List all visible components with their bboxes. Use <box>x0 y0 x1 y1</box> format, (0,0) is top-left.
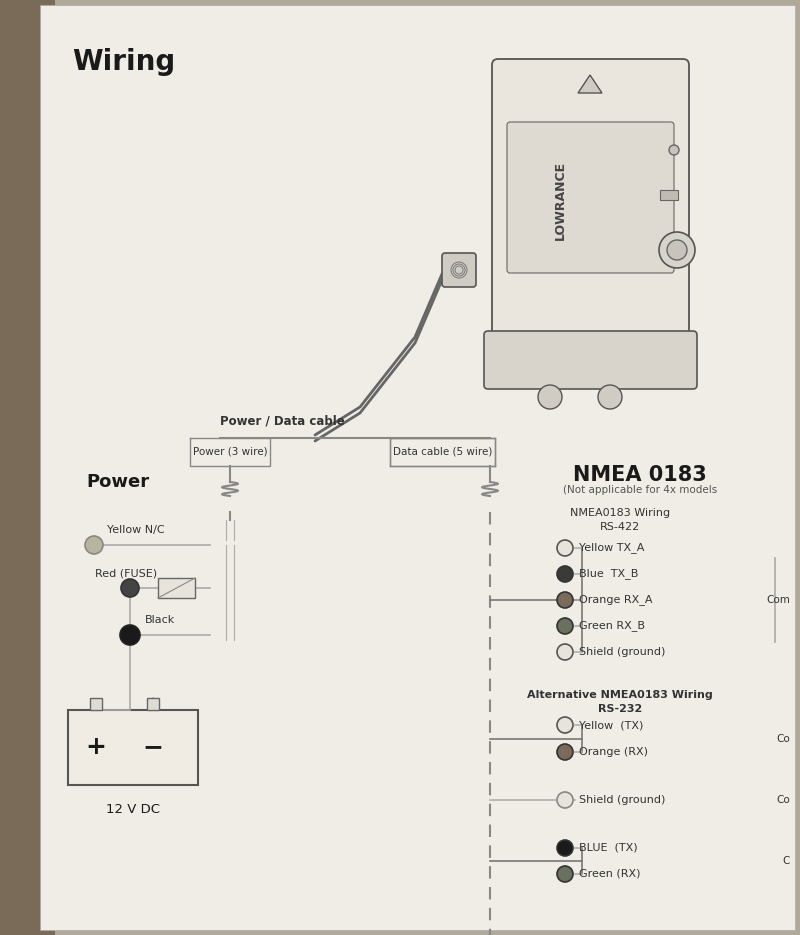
Text: Shield (ground): Shield (ground) <box>579 795 666 805</box>
Circle shape <box>557 840 573 856</box>
Text: Blue  TX_B: Blue TX_B <box>579 568 638 580</box>
Text: Power / Data cable: Power / Data cable <box>220 415 344 428</box>
Circle shape <box>538 385 562 409</box>
Text: Com: Com <box>766 595 790 605</box>
Circle shape <box>557 644 573 660</box>
FancyBboxPatch shape <box>507 122 674 273</box>
Text: NMEA0183 Wiring: NMEA0183 Wiring <box>570 508 670 518</box>
Text: C: C <box>782 856 790 866</box>
Text: −: − <box>142 736 163 759</box>
Polygon shape <box>578 75 602 93</box>
Text: Yellow  (TX): Yellow (TX) <box>579 720 643 730</box>
FancyBboxPatch shape <box>442 253 476 287</box>
Bar <box>90 698 102 710</box>
Circle shape <box>121 579 139 597</box>
Text: Alternative NMEA0183 Wiring: Alternative NMEA0183 Wiring <box>527 690 713 700</box>
Text: Power: Power <box>86 473 150 491</box>
Polygon shape <box>158 578 195 598</box>
Circle shape <box>667 240 687 260</box>
Text: Yellow N/C: Yellow N/C <box>107 525 165 535</box>
Text: Orange RX_A: Orange RX_A <box>579 595 653 606</box>
Text: Yellow TX_A: Yellow TX_A <box>579 542 644 554</box>
Text: Wiring: Wiring <box>72 48 175 76</box>
Text: (Not applicable for 4x models: (Not applicable for 4x models <box>563 485 717 495</box>
Circle shape <box>557 744 573 760</box>
Text: NMEA 0183: NMEA 0183 <box>573 465 707 485</box>
Text: BLUE  (TX): BLUE (TX) <box>579 843 638 853</box>
Bar <box>147 698 159 710</box>
Text: Black: Black <box>145 615 175 625</box>
Text: Shield (ground): Shield (ground) <box>579 647 666 657</box>
Circle shape <box>557 566 573 582</box>
Text: +: + <box>86 736 106 759</box>
Text: 12 V DC: 12 V DC <box>106 803 160 816</box>
FancyBboxPatch shape <box>492 59 689 361</box>
Circle shape <box>557 866 573 882</box>
Text: Red (FUSE): Red (FUSE) <box>95 568 157 578</box>
Text: Power (3 wire): Power (3 wire) <box>193 447 267 457</box>
Text: RS-232: RS-232 <box>598 704 642 714</box>
Bar <box>68 710 198 785</box>
Text: Orange (RX): Orange (RX) <box>579 747 648 757</box>
Text: Co: Co <box>776 795 790 805</box>
Text: Green (RX): Green (RX) <box>579 869 641 879</box>
Circle shape <box>557 792 573 808</box>
Bar <box>0 0 55 935</box>
Circle shape <box>557 717 573 733</box>
Text: Co: Co <box>776 733 790 743</box>
Circle shape <box>557 618 573 634</box>
Circle shape <box>557 540 573 556</box>
Text: Data cable (5 wire): Data cable (5 wire) <box>393 447 492 457</box>
Text: LOWRANCE: LOWRANCE <box>554 161 566 239</box>
FancyBboxPatch shape <box>484 331 697 389</box>
Circle shape <box>120 625 140 645</box>
Circle shape <box>85 536 103 554</box>
Circle shape <box>669 145 679 155</box>
Bar <box>660 190 678 200</box>
Circle shape <box>557 592 573 608</box>
Circle shape <box>659 232 695 268</box>
Circle shape <box>598 385 622 409</box>
Text: Green RX_B: Green RX_B <box>579 621 645 631</box>
Text: RS-422: RS-422 <box>600 522 640 532</box>
